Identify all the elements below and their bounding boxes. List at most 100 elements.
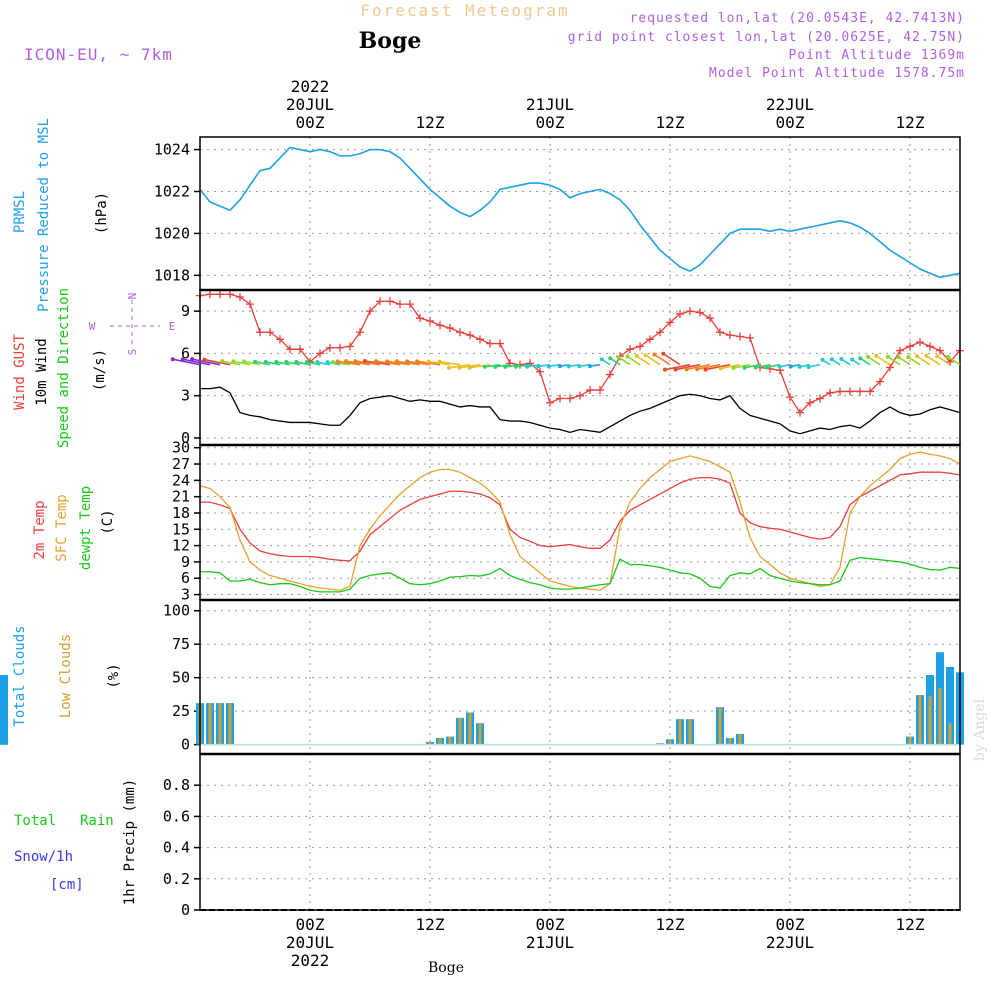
wind-arrow (182, 358, 211, 366)
wind-arrow (627, 355, 641, 366)
wind-arrow (744, 363, 761, 369)
x-top-label: 00Z (536, 113, 565, 132)
y-tick-label: 1020 (154, 224, 190, 242)
x-bottom-label: 12Z (656, 915, 685, 934)
y-tick-label: 18 (172, 504, 190, 522)
requested-coords: requested lon,lat (20.0543E, 42.7413N) (630, 11, 965, 26)
wind-arrow-head (797, 364, 802, 369)
gust-marker (206, 290, 214, 299)
wind-arrow (936, 355, 951, 366)
wind-label-10m: 10m Wind (34, 338, 50, 405)
panel-4: 0 0.2 0.4 0.6 0.8 (163, 753, 961, 919)
gust-marker (346, 342, 354, 351)
x-top-label: 00Z (296, 113, 325, 132)
wind-arrow (296, 361, 311, 366)
wind-arrow-head (253, 359, 258, 364)
compass-e: E (169, 320, 176, 333)
wind-arrow-head (557, 364, 562, 369)
wind-arrow (204, 358, 231, 366)
gust-marker (396, 300, 404, 309)
wind-arrow-head (661, 351, 666, 356)
wind-arrow (697, 363, 721, 371)
wind-arrow (675, 363, 701, 371)
gust-marker (726, 331, 734, 340)
wind-arrow-head (587, 364, 592, 369)
gust-marker (886, 363, 894, 372)
gust-marker (376, 297, 384, 306)
gust-marker (796, 408, 804, 417)
wind-arrow-head (325, 360, 330, 365)
wind-arrow-head (806, 364, 811, 369)
wind-arrow-head (190, 357, 195, 362)
x-bottom-label: 20JUL (286, 933, 334, 952)
gust-marker (696, 308, 704, 317)
gust-marker (926, 342, 934, 351)
wind-arrows (170, 351, 961, 372)
wind-arrow-head (274, 359, 279, 364)
wind-arrow-head (344, 359, 349, 364)
pressure-unit: (hPa) (94, 192, 110, 234)
wind-arrow-head (885, 354, 890, 359)
wind-arrow-head (482, 364, 487, 369)
gust-marker (336, 343, 344, 352)
precip-label-rain: Rain (80, 813, 114, 829)
wind-arrow-head (294, 359, 299, 364)
wind-arrow-head (415, 359, 420, 364)
wind-arrow-head (625, 354, 630, 359)
y-tick-label: 9 (181, 553, 190, 571)
temp-unit: (C) (100, 509, 116, 534)
low-cloud-bar (468, 712, 472, 745)
panel-1: 0 3 6 9 (181, 290, 964, 447)
gust-marker (536, 367, 544, 376)
gust-marker (876, 377, 884, 386)
wind-arrow-head (731, 365, 736, 370)
x-top-label: 00Z (776, 113, 805, 132)
gust-marker (426, 317, 434, 325)
wind-arrow-head (915, 354, 920, 359)
wind-compass-legend: W E N S (89, 293, 176, 356)
gust-marker (246, 300, 254, 309)
wind-arrow (355, 360, 381, 366)
wind-arrow (664, 363, 691, 371)
wind-arrow (407, 360, 431, 366)
gust-marker (406, 300, 414, 309)
y-tick-label: 21 (172, 488, 190, 506)
low-cloud-bar (728, 737, 732, 745)
gust-marker (586, 386, 594, 395)
wind-arrow-head (577, 364, 582, 369)
gust-marker (896, 346, 904, 355)
y-tick-label: 0 (181, 901, 190, 919)
low-cloud-bar (938, 688, 942, 745)
low-cloud-bar (688, 719, 692, 745)
gust-marker (546, 398, 554, 407)
gust-marker (866, 387, 874, 396)
wind-arrow (618, 356, 631, 366)
wind-arrow-head (945, 354, 950, 359)
wind-arrow-head (446, 365, 451, 370)
wind-arrow (233, 360, 251, 366)
low-cloud-bar (948, 723, 952, 745)
low-cloud-bar (218, 703, 222, 745)
wind-arrow (925, 355, 941, 366)
gust-marker (386, 297, 394, 306)
low-cloud-bar (718, 707, 722, 745)
wind-arrow-head (616, 355, 621, 360)
y-tick-label: 3 (181, 387, 190, 405)
wind-arrow-head (457, 365, 462, 370)
gust-marker (266, 328, 274, 337)
wind-arrow-head (695, 367, 700, 372)
wind-arrow (286, 361, 301, 366)
gust-marker (646, 335, 654, 344)
wind-arrow-head (385, 359, 390, 364)
gust-marker (806, 398, 814, 407)
wind-arrow (907, 356, 921, 366)
gust-marker (366, 307, 374, 316)
x-top-label: 12Z (416, 113, 445, 132)
compass-w: W (89, 320, 96, 333)
wind-arrow-head (566, 364, 571, 369)
gust-marker (456, 328, 464, 337)
x-bottom-label: 00Z (296, 915, 325, 934)
wind-arrow-head (220, 359, 225, 364)
x-bottom-label: 2022 (291, 951, 330, 970)
